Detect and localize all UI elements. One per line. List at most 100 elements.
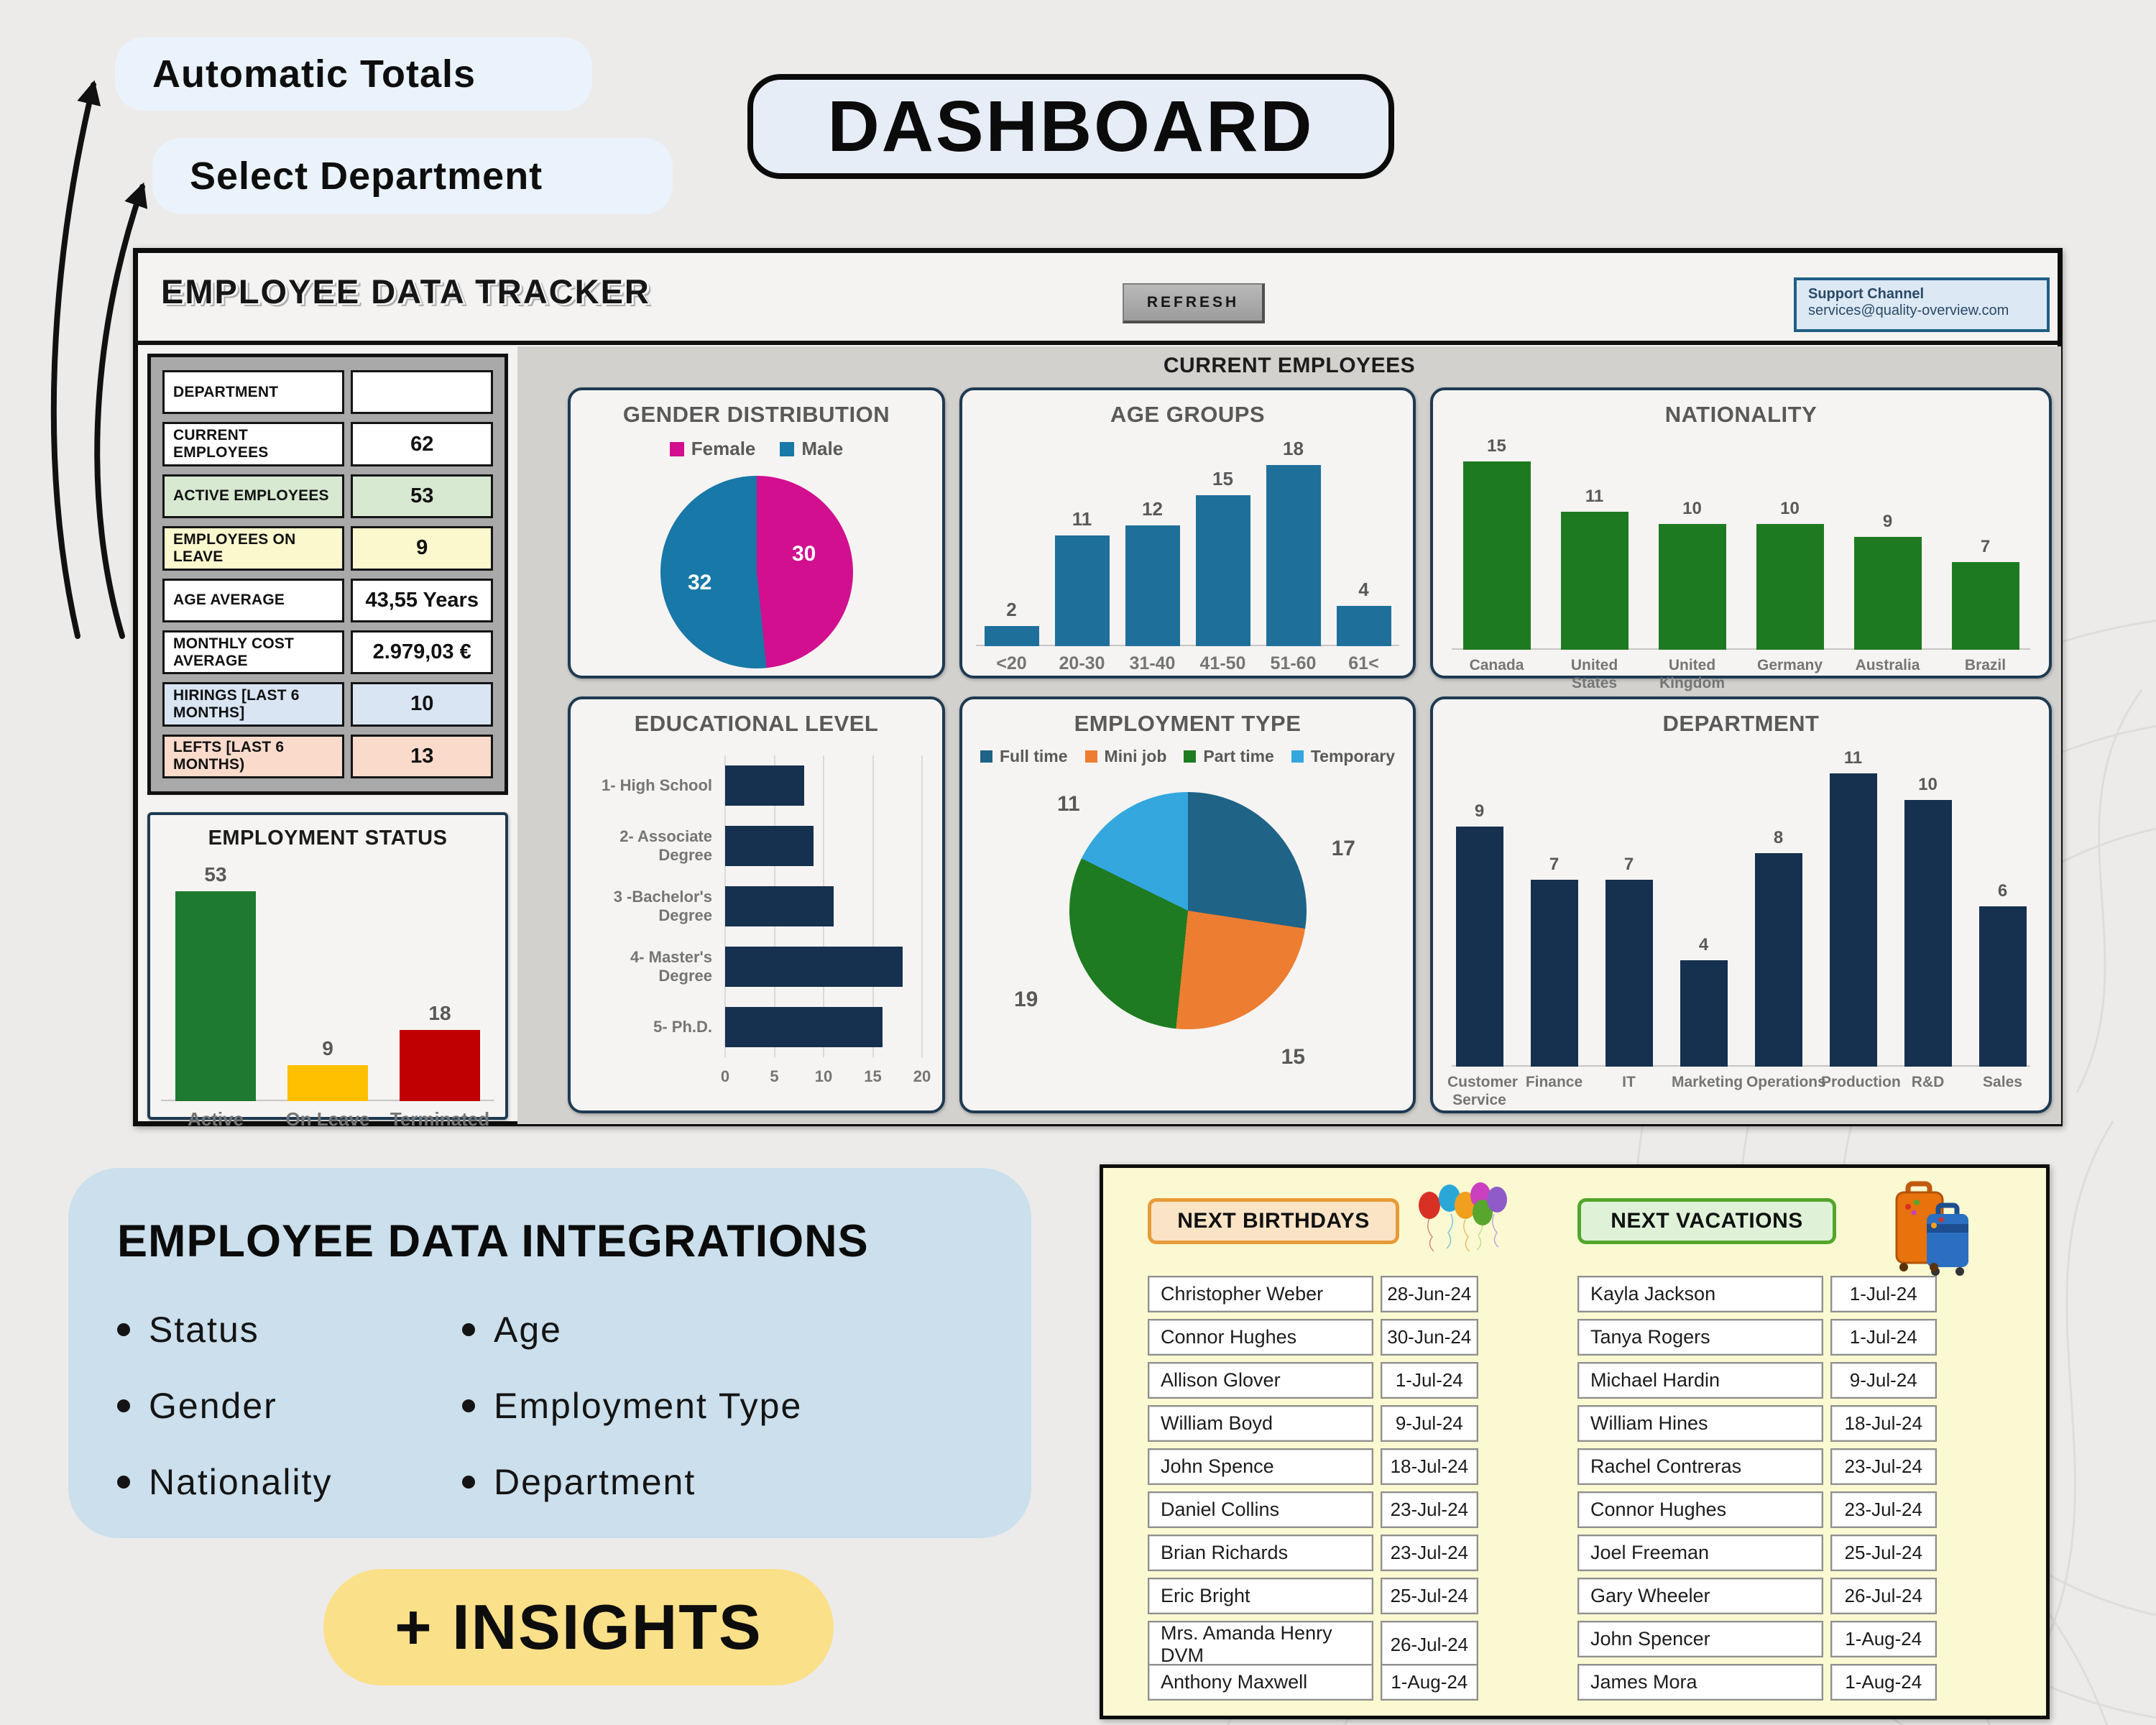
vacation-row: James Mora 1-Aug-24 — [1577, 1664, 1937, 1701]
birthday-row: Anthony Maxwell 1-Aug-24 — [1148, 1664, 1478, 1701]
employment-status-chart: 53 Active 9 On Leave 18 Terminated — [150, 863, 505, 1138]
vacation-row: John Spencer 1-Aug-24 — [1577, 1621, 1937, 1657]
stat-label: CURRENT EMPLOYEES — [162, 422, 345, 466]
person-name: Christopher Weber — [1148, 1276, 1373, 1312]
event-date: 23-Jul-24 — [1380, 1535, 1478, 1571]
person-name: Daniel Collins — [1148, 1491, 1373, 1528]
person-name: William Boyd — [1148, 1405, 1373, 1442]
employment-status-chart-card: EMPLOYMENT STATUS 53 Active 9 On Leave 18 Ter… — [147, 812, 508, 1130]
vacation-row: Joel Freeman 25-Jul-24 — [1577, 1535, 1937, 1571]
stat-row: CURRENT EMPLOYEES 62 — [162, 422, 493, 466]
stat-label: AGE AVERAGE — [162, 578, 345, 622]
next-vacations-header: NEXT VACATIONS — [1577, 1198, 1836, 1244]
stat-label: EMPLOYEES ON LEAVE — [162, 526, 345, 571]
birthday-row: Allison Glover 1-Jul-24 — [1148, 1362, 1478, 1399]
person-name: Connor Hughes — [1577, 1491, 1823, 1528]
stat-value: 62 — [351, 422, 493, 466]
gender-chart-title: GENDER DISTRIBUTION — [622, 402, 890, 427]
stat-label: HIRINGS [LAST 6 MONTHS] — [162, 682, 345, 727]
person-name: Allison Glover — [1148, 1362, 1373, 1399]
birthday-row: William Boyd 9-Jul-24 — [1148, 1405, 1478, 1442]
stat-value: 53 — [351, 474, 493, 519]
stat-row: DEPARTMENT — [162, 370, 493, 415]
educational-level-chart-card: EDUCATIONAL LEVEL 1- High School 2- Assoc… — [568, 696, 945, 1113]
insights-badge: + INSIGHTS — [323, 1569, 834, 1685]
integration-item-gender: Gender — [117, 1385, 462, 1427]
person-name: Anthony Maxwell — [1148, 1664, 1373, 1701]
legend-item: Mini job — [1084, 747, 1166, 766]
event-date: 23-Jul-24 — [1830, 1491, 1937, 1528]
next-birthdays-header: NEXT BIRTHDAYS — [1148, 1198, 1399, 1244]
person-name: William Hines — [1577, 1405, 1823, 1442]
event-date: 25-Jul-24 — [1380, 1578, 1478, 1614]
person-name: Joel Freeman — [1577, 1535, 1823, 1571]
current-employees-section-title: CURRENT EMPLOYEES — [1163, 354, 1416, 377]
legend-item: Male — [780, 438, 843, 460]
event-date: 25-Jul-24 — [1830, 1535, 1937, 1571]
age-groups-chart: 2 <20 11 20-30 12 31-40 15 41-50 18 51-60 4 61< — [962, 438, 1413, 682]
employee-data-tracker-window: EMPLOYEE DATA TRACKER REFRESH Support Ch… — [133, 248, 2063, 1130]
birthdays-list: Christopher Weber 28-Jun-24 Connor Hughes 3… — [1148, 1276, 1478, 1701]
page-title-text: DASHBOARD — [827, 86, 1314, 167]
person-name: Rachel Contreras — [1577, 1448, 1823, 1485]
vacation-row: William Hines 18-Jul-24 — [1577, 1405, 1937, 1442]
legend-item: Part time — [1184, 747, 1274, 766]
employment-type-pie — [1069, 792, 1307, 1029]
person-name: John Spence — [1148, 1448, 1373, 1485]
birthday-row: Daniel Collins 23-Jul-24 — [1148, 1491, 1478, 1528]
birthday-row: Christopher Weber 28-Jun-24 — [1148, 1276, 1478, 1312]
refresh-button[interactable]: REFRESH — [1123, 283, 1265, 323]
person-name: Brian Richards — [1148, 1535, 1373, 1571]
stat-row: AGE AVERAGE 43,55 Years — [162, 578, 493, 622]
vacation-row: Rachel Contreras 23-Jul-24 — [1577, 1448, 1937, 1485]
annotation-automatic-totals-label: Automatic Totals — [152, 52, 476, 96]
fulltime-value: 17 — [1331, 837, 1355, 860]
stat-value: 9 — [351, 526, 493, 571]
event-date: 23-Jul-24 — [1380, 1491, 1478, 1528]
educational-level-chart: 1- High School 2- Associate Degree 3 -Bach… — [602, 755, 931, 1092]
event-date: 1-Aug-24 — [1830, 1664, 1937, 1701]
event-date: 18-Jul-24 — [1830, 1405, 1937, 1442]
current-employees-section: CURRENT EMPLOYEES GENDER DISTRIBUTION Fe… — [517, 346, 2061, 1124]
vacation-row: Tanya Rogers 1-Jul-24 — [1577, 1319, 1937, 1356]
stat-value: 10 — [351, 682, 493, 727]
annotation-select-department-label: Select Department — [190, 155, 543, 198]
person-name: Connor Hughes — [1148, 1319, 1373, 1356]
integrations-title: EMPLOYEE DATA INTEGRATIONS — [117, 1216, 869, 1266]
birthday-row: Mrs. Amanda Henry DVM 26-Jul-24 — [1148, 1621, 1478, 1668]
stat-value: 13 — [351, 734, 493, 778]
legend-item: Full time — [980, 747, 1068, 766]
stat-label: DEPARTMENT — [162, 370, 345, 415]
integration-item-age: Age — [462, 1309, 802, 1351]
gender-female-value: 30 — [792, 542, 816, 566]
person-name: Mrs. Amanda Henry DVM — [1148, 1621, 1373, 1668]
age-groups-chart-card: AGE GROUPS 2 <20 11 20-30 12 31-40 15 41-50 18 51… — [959, 387, 1416, 678]
legend-item: Temporary — [1291, 747, 1395, 766]
event-date: 28-Jun-24 — [1380, 1276, 1478, 1312]
minijob-value: 15 — [1281, 1045, 1305, 1069]
stat-row: MONTHLY COST AVERAGE 2.979,03 € — [162, 630, 493, 675]
vacation-row: Gary Wheeler 26-Jul-24 — [1577, 1578, 1937, 1614]
support-channel-box: Support Channel services@quality-overvie… — [1794, 277, 2050, 332]
event-date: 1-Jul-24 — [1830, 1276, 1937, 1312]
vacation-row: Kayla Jackson 1-Jul-24 — [1577, 1276, 1937, 1312]
education-chart-title: EDUCATIONAL LEVEL — [634, 711, 879, 736]
stat-label: ACTIVE EMPLOYEES — [162, 474, 345, 519]
person-name: James Mora — [1577, 1664, 1823, 1701]
vacation-row: Michael Hardin 9-Jul-24 — [1577, 1362, 1937, 1399]
insights-label: + INSIGHTS — [395, 1591, 763, 1662]
employment-status-title: EMPLOYMENT STATUS — [208, 827, 448, 850]
department-select-cell[interactable] — [351, 370, 493, 415]
vacation-row: Connor Hughes 23-Jul-24 — [1577, 1491, 1937, 1528]
gender-pie — [660, 476, 853, 668]
event-date: 9-Jul-24 — [1830, 1362, 1937, 1399]
nationality-chart-title: NATIONALITY — [1664, 402, 1818, 427]
employment-type-legend: Full time Mini job Part time Temporary — [962, 747, 1413, 766]
person-name: Eric Bright — [1148, 1578, 1373, 1614]
balloons-icon — [1419, 1182, 1507, 1252]
birthday-row: Eric Bright 25-Jul-24 — [1148, 1578, 1478, 1614]
support-channel-title: Support Channel — [1808, 286, 1925, 302]
event-date: 9-Jul-24 — [1380, 1405, 1478, 1442]
stat-row: LEFTS [LAST 6 MONTHS) 13 — [162, 734, 493, 778]
parttime-value: 19 — [1014, 988, 1038, 1011]
